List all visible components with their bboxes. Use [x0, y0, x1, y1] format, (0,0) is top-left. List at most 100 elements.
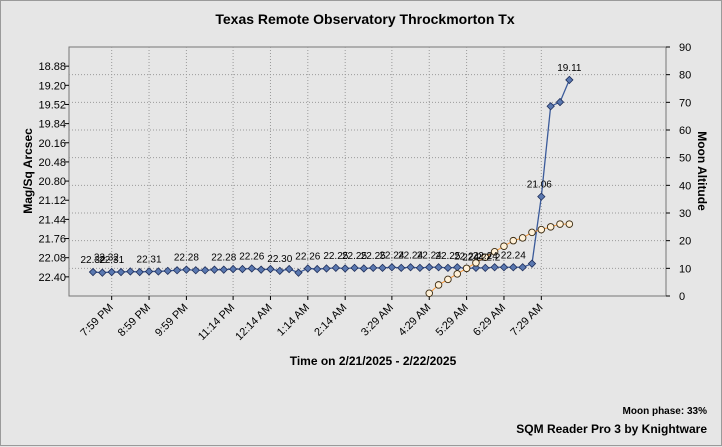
moon-altitude-point [462, 264, 471, 273]
brightness-point [256, 265, 266, 274]
right-tick-label: 80 [679, 70, 691, 82]
moon-altitude-point [481, 253, 490, 262]
brightness-point [219, 265, 228, 274]
brightness-point [303, 264, 312, 273]
moon-altitude-point [509, 236, 518, 245]
brightness-point [499, 263, 509, 272]
right-tick-label: 40 [679, 180, 691, 192]
x-tick-label: 7:59 PM [78, 302, 115, 339]
moon-altitude-point [565, 220, 574, 228]
data-label: 22.24 [454, 251, 479, 262]
brightness-point [154, 267, 163, 276]
brightness-point [481, 263, 490, 273]
moon-altitude-point [453, 270, 462, 278]
left-tick-label: 19.84 [38, 119, 66, 131]
brightness-point [555, 97, 565, 107]
brightness-point [490, 263, 499, 272]
data-label: 22.25 [342, 251, 367, 262]
brightness-point [107, 267, 116, 277]
brightness-point [247, 264, 256, 273]
data-label: 22.30 [267, 254, 292, 265]
brightness-series-line [92, 79, 570, 274]
data-label: 19.11 [557, 63, 582, 74]
moon-altitude-line [428, 223, 570, 294]
x-tick-label: 4:29 AM [396, 302, 433, 339]
brightness-point [228, 264, 238, 274]
data-label: 22.2 [462, 253, 482, 264]
right-tick-label: 30 [679, 208, 691, 220]
left-tick-label: 21.44 [38, 214, 66, 226]
brightness-point [546, 102, 555, 111]
left-tick-label: 22.40 [38, 272, 66, 284]
left-tick-label: 19.20 [38, 80, 66, 92]
right-tick-label: 0 [679, 291, 685, 303]
data-label: 22.32 [94, 253, 119, 264]
moon-altitude-point [518, 234, 527, 242]
chart-title: Texas Remote Observatory Throckmorton Tx [215, 11, 514, 27]
left-tick-label: 20.80 [38, 176, 66, 188]
brightness-point [387, 263, 397, 272]
brightness-point [116, 267, 126, 277]
brightness-point [443, 263, 453, 273]
brightness-point [434, 263, 443, 272]
x-tick-label: 5:29 AM [434, 302, 471, 339]
data-label: 22.24 [398, 250, 423, 261]
x-tick-label: 1:14 AM [275, 302, 312, 339]
data-label: 22.24 [473, 251, 498, 262]
brightness-point [284, 264, 294, 274]
x-axis-title: Time on 2/21/2025 - 2/22/2025 [290, 354, 457, 368]
left-tick-label: 22.08 [38, 253, 66, 265]
brightness-point [331, 263, 341, 273]
moon-altitude-point [556, 220, 564, 228]
brightness-point [537, 192, 546, 201]
brightness-point [200, 266, 210, 275]
brightness-point [98, 268, 107, 277]
plot-area [68, 46, 667, 297]
x-tick-label: 11:14 PM [196, 302, 237, 343]
right-tick-label: 10 [679, 263, 691, 275]
data-label: 22.31 [137, 254, 162, 265]
brightness-point [565, 75, 574, 85]
data-label: 22.28 [174, 253, 199, 264]
brightness-point [182, 265, 191, 274]
y-axis-left-title: Mag/Sq Arcsec [21, 128, 35, 214]
x-tick-label: 3:29 AM [359, 302, 396, 339]
left-tick-label: 19.52 [38, 99, 66, 111]
brightness-point [350, 263, 359, 273]
x-tick-label: 9:59 PM [153, 302, 190, 339]
brightness-point [172, 266, 182, 275]
brightness-point [88, 267, 98, 277]
brightness-point [406, 263, 415, 272]
brightness-point [341, 264, 350, 273]
moon-altitude-point [528, 228, 536, 237]
left-axis-ticks: 18.88 19.20 19.52 19.84 20.16 20.48 20.80 21.12… [38, 61, 69, 284]
brightness-point [378, 263, 387, 273]
data-label: 21.06 [527, 180, 552, 191]
left-tick-label: 18.88 [38, 61, 66, 73]
moon-altitude-point [546, 223, 555, 231]
brightness-point [425, 263, 434, 272]
moon-altitude-point [490, 247, 499, 256]
data-label: 22.31 [99, 255, 124, 266]
moon-altitude-point [444, 275, 452, 284]
moon-altitude-point [500, 242, 508, 250]
x-tick-label: 7:29 AM [508, 302, 545, 339]
brightness-point [238, 264, 247, 274]
data-label: 22.25 [361, 251, 386, 262]
right-tick-label: 90 [679, 42, 691, 54]
data-label: 22.2 [481, 253, 501, 264]
brightness-point [210, 265, 219, 274]
credit-text: SQM Reader Pro 3 by Knightware [516, 422, 707, 436]
x-tick-label: 8:59 PM [116, 302, 153, 339]
data-label: 22.24 [379, 250, 404, 261]
left-tick-label: 21.12 [38, 195, 66, 207]
brightness-point [126, 267, 135, 276]
brightness-point [312, 264, 322, 274]
moon-altitude-point [425, 289, 433, 297]
right-tick-label: 50 [679, 153, 691, 165]
moon-altitude-point [434, 281, 443, 289]
right-tick-label: 20 [679, 236, 691, 248]
